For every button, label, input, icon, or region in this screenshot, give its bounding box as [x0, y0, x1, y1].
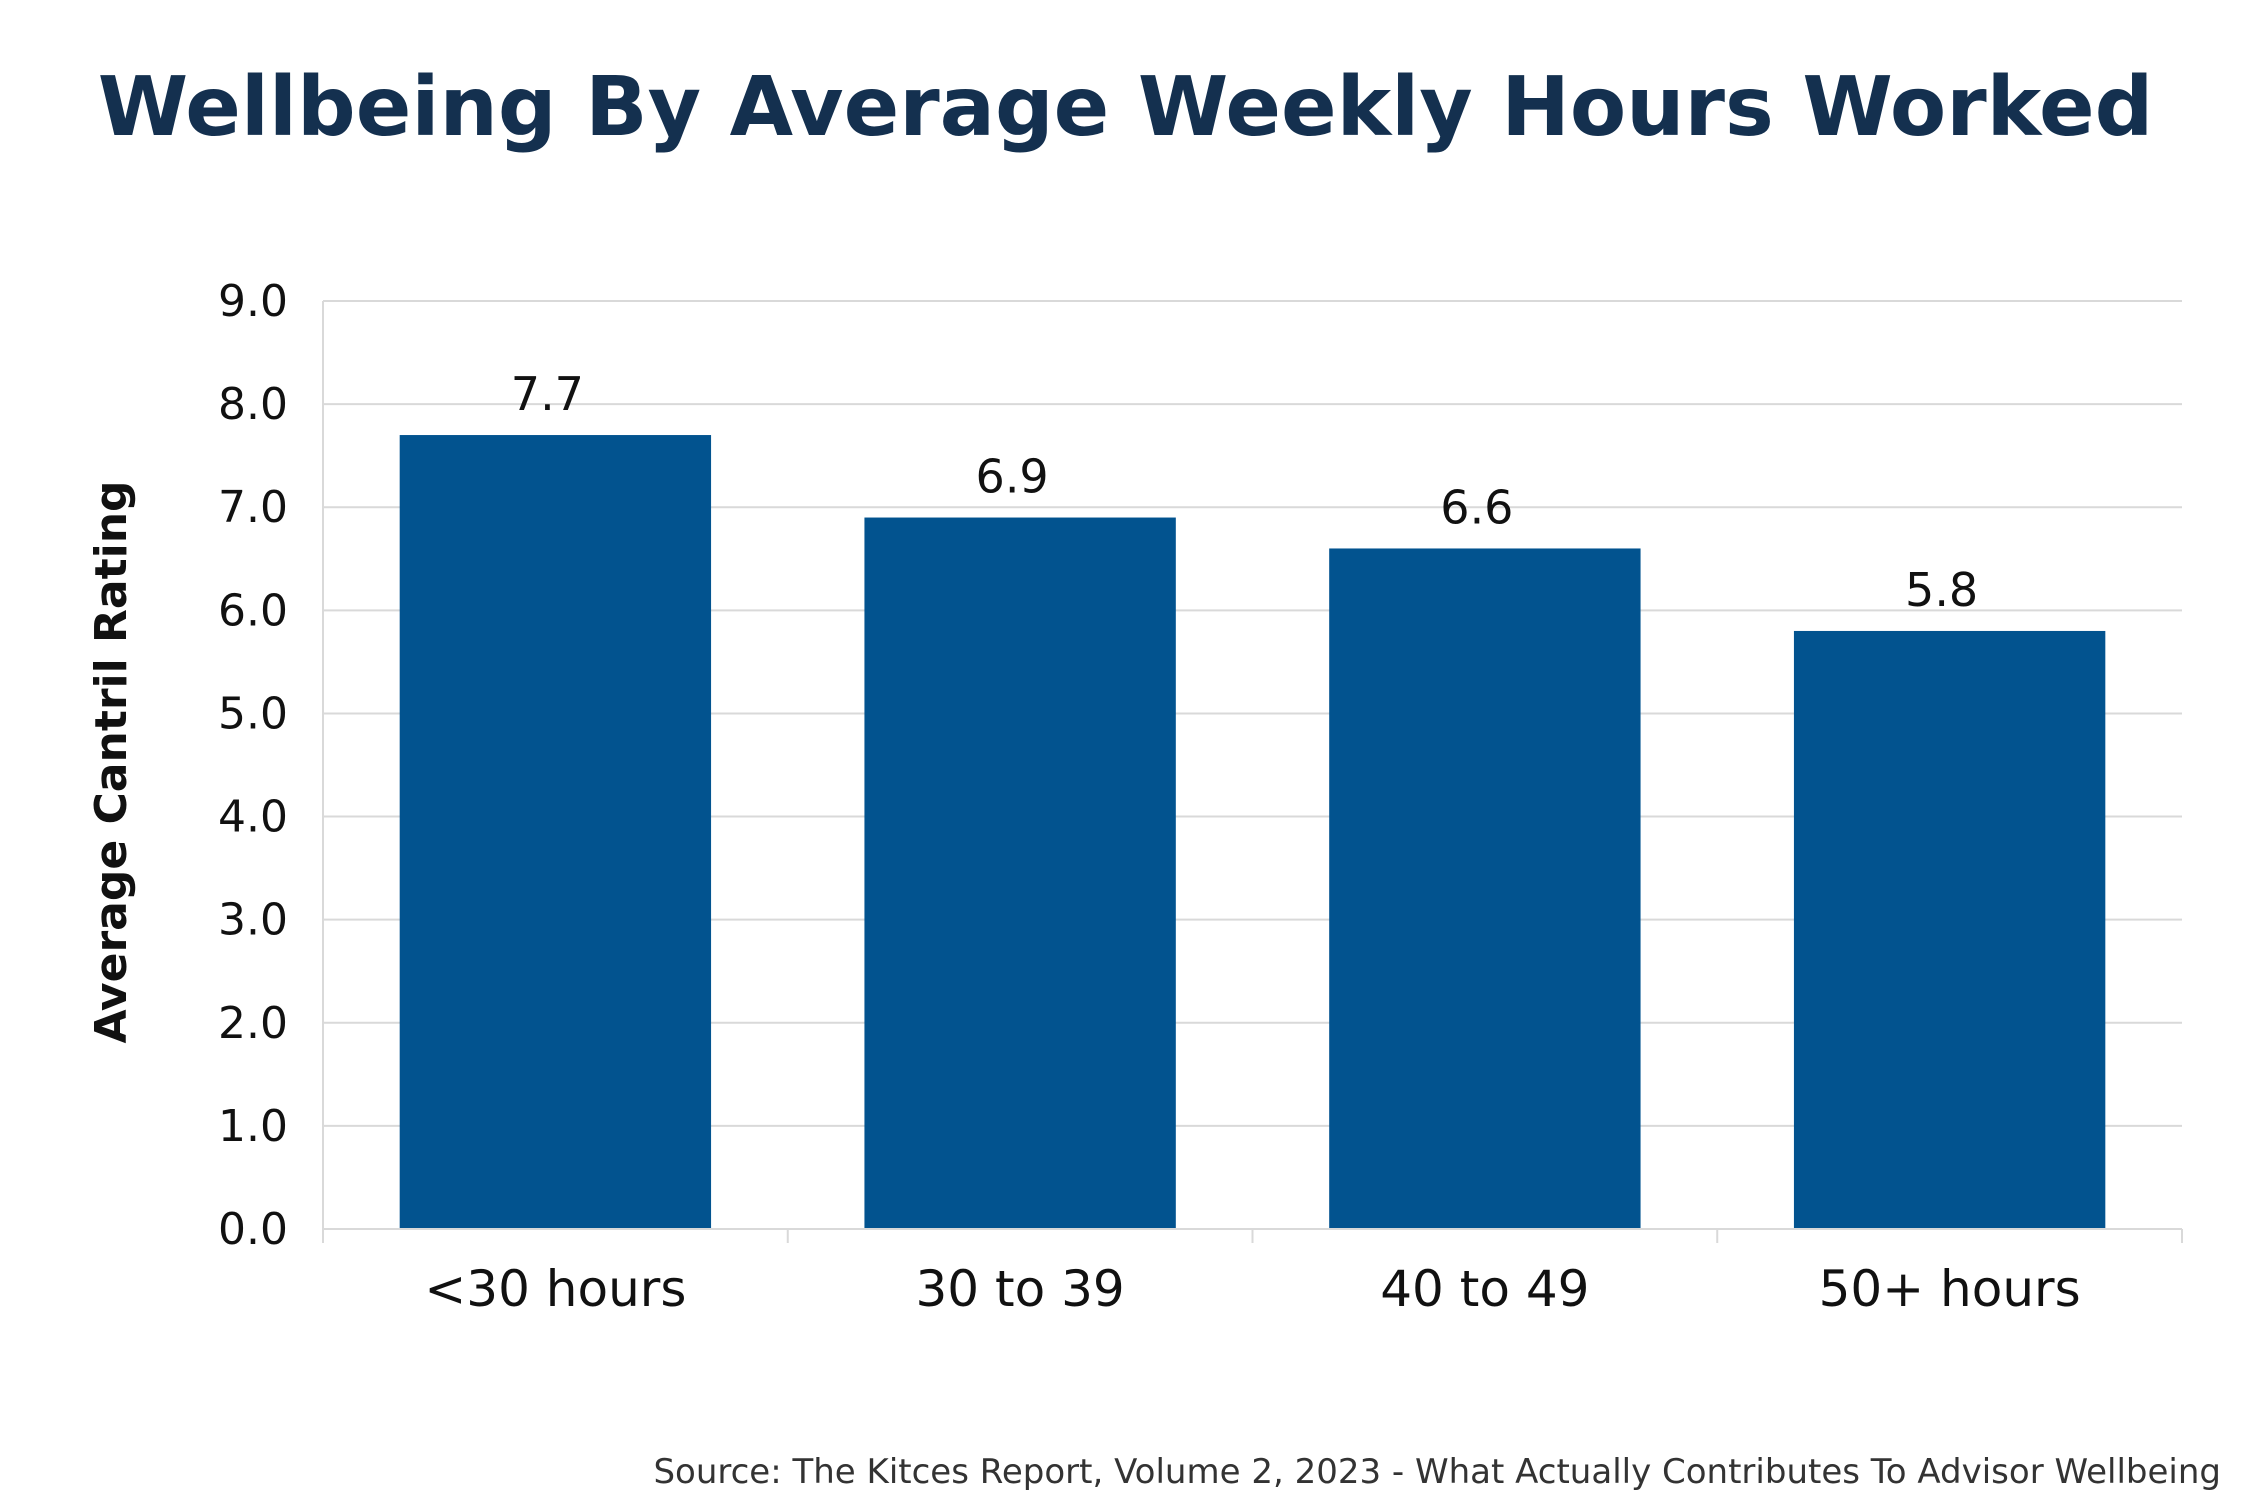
chart-title: Wellbeing By Average Weekly Hours Worked — [97, 60, 2154, 155]
bar — [864, 517, 1176, 1229]
bar — [1329, 548, 1641, 1229]
y-tick-label: 3.0 — [218, 895, 288, 946]
x-category-label: 30 to 39 — [916, 1260, 1125, 1318]
bar-value-label: 6.6 — [1440, 480, 1513, 534]
x-category-label: <30 hours — [424, 1260, 686, 1318]
labels: 0.0 1.0 2.0 3.0 4.0 5.0 6.0 7.0 8.0 9.0 7.7 <30 hou… — [218, 276, 2081, 1318]
y-tick-label: 5.0 — [218, 688, 288, 739]
y-tick-label: 2.0 — [218, 998, 288, 1049]
bar-value-label: 5.8 — [1905, 563, 1978, 617]
x-category-label: 40 to 49 — [1380, 1260, 1589, 1318]
y-tick-label: 7.0 — [218, 482, 288, 533]
bar-value-label: 6.9 — [976, 450, 1049, 504]
y-tick-label: 1.0 — [218, 1101, 288, 1152]
bar — [1793, 630, 2106, 1229]
source-note: Source: The Kitces Report, Volume 2, 202… — [653, 1452, 2221, 1492]
y-tick-label: 8.0 — [218, 379, 288, 430]
bars — [399, 435, 2106, 1229]
bar — [399, 435, 712, 1229]
y-axis-title: Average Cantril Rating — [86, 480, 137, 1043]
bar-value-label: 7.7 — [511, 367, 584, 421]
y-tick-label: 4.0 — [218, 792, 288, 843]
y-tick-label: 0.0 — [218, 1204, 288, 1255]
y-tick-label: 9.0 — [218, 276, 288, 327]
y-tick-label: 6.0 — [218, 585, 288, 636]
axes — [322, 301, 2183, 1243]
x-category-label: 50+ hours — [1819, 1260, 2081, 1318]
